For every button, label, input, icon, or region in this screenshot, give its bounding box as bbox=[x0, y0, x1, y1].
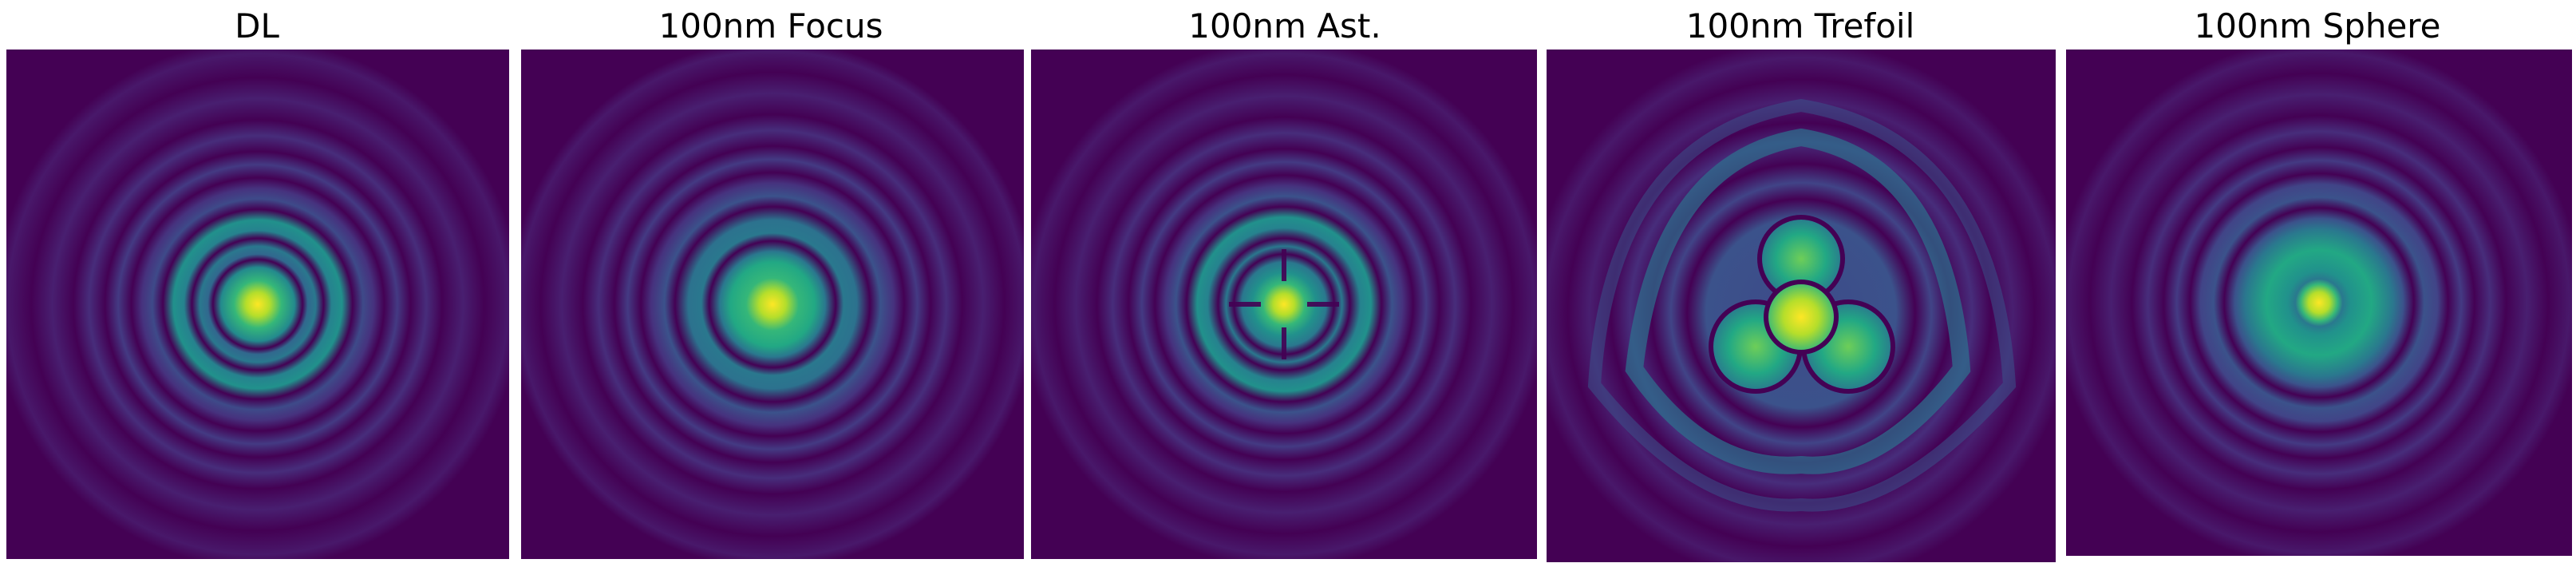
panel-focus: 100nm Focus bbox=[514, 0, 1028, 571]
panel-title: 100nm Sphere bbox=[2194, 6, 2441, 46]
panel-ast: 100nm Ast. bbox=[1028, 0, 1542, 571]
panel-dl: DL bbox=[0, 0, 514, 571]
panel-title: 100nm Ast. bbox=[1188, 6, 1381, 46]
psf-image-trefoil bbox=[1547, 50, 2056, 562]
panel-sphere: 100nm Sphere bbox=[2059, 0, 2576, 571]
psf-image-ast bbox=[1031, 50, 1537, 559]
panel-title: 100nm Focus bbox=[658, 6, 883, 46]
panel-trefoil: 100nm Trefoil bbox=[1542, 0, 2059, 571]
panel-title: 100nm Trefoil bbox=[1685, 6, 1915, 46]
psf-image-dl bbox=[6, 50, 509, 559]
psf-image-sphere bbox=[2066, 50, 2572, 556]
panel-title: DL bbox=[235, 6, 279, 46]
psf-image-focus bbox=[521, 50, 1024, 559]
